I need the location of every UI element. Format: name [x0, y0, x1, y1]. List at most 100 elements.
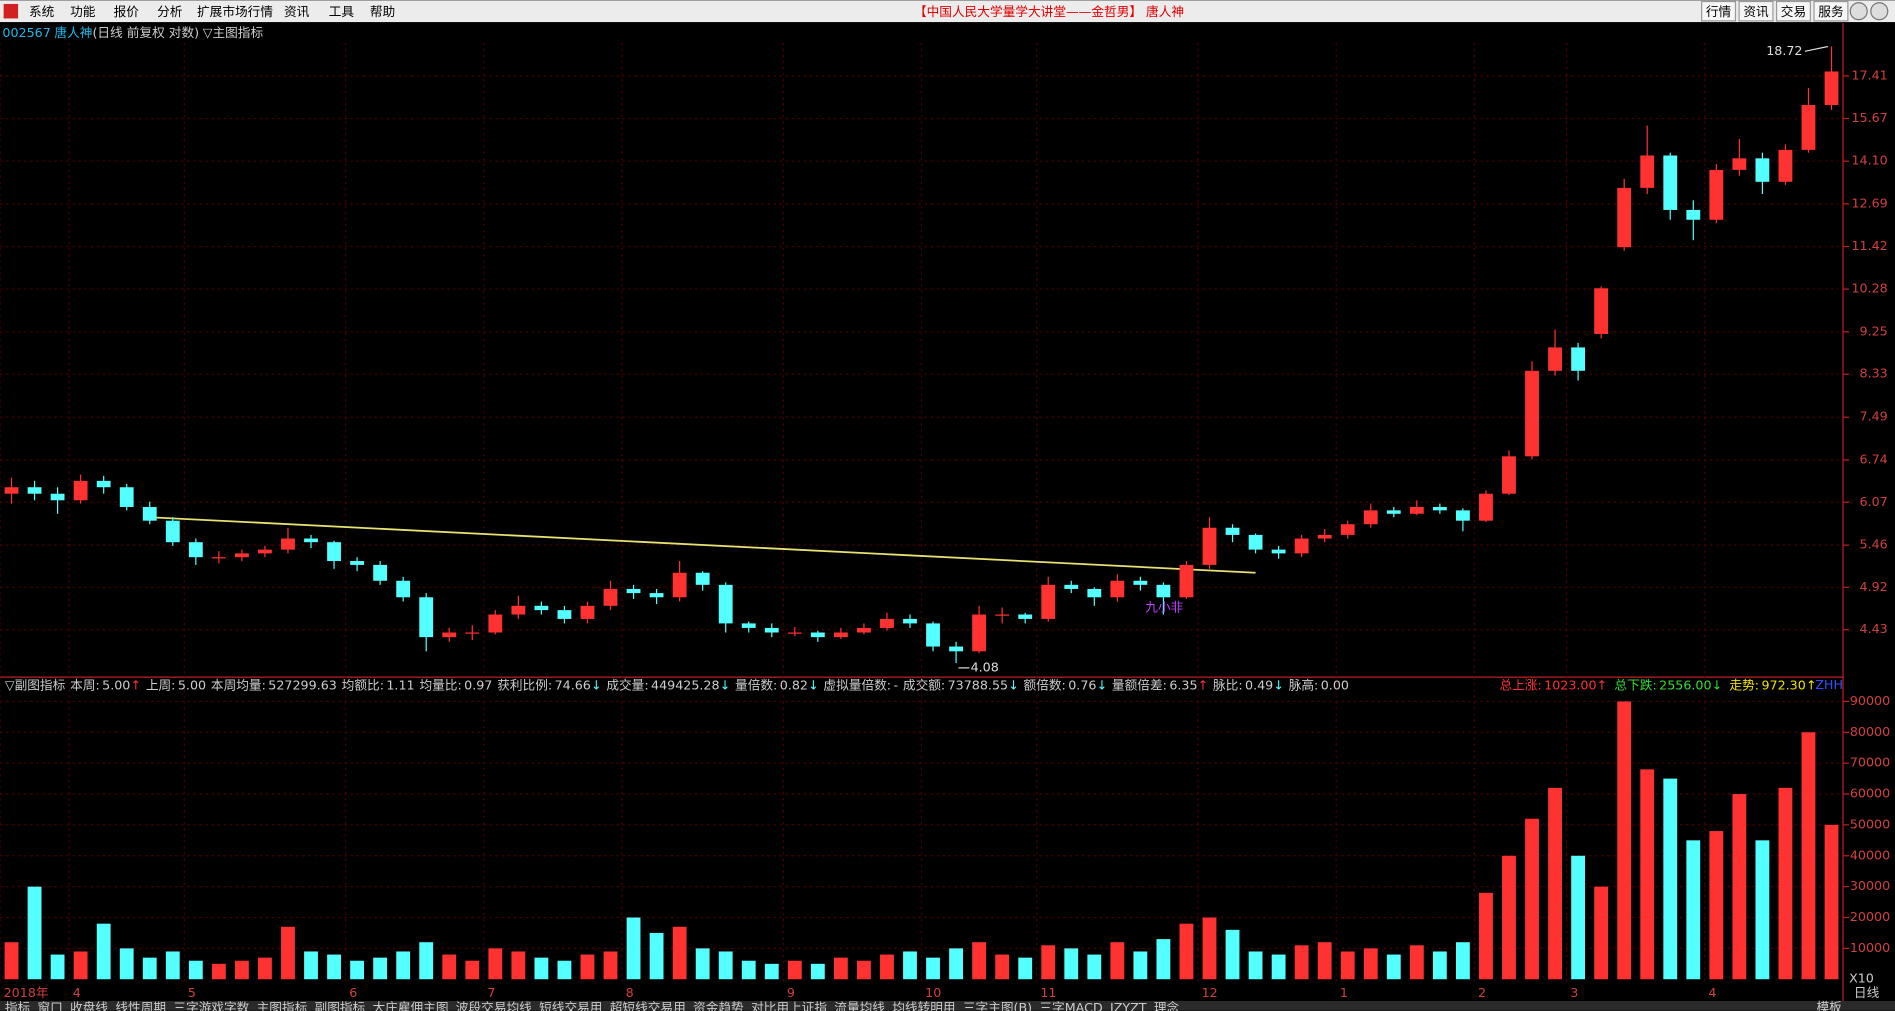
tab[interactable]: 副图指标: [315, 1000, 366, 1011]
candle-body: [1525, 370, 1539, 457]
menu-item[interactable]: 帮助: [370, 4, 395, 19]
volume-bar: [1041, 945, 1056, 980]
tab[interactable]: 对比用上证指: [751, 1000, 827, 1011]
candle-body: [626, 588, 641, 594]
volume-bar: [165, 951, 180, 980]
volume-bar: [50, 954, 65, 980]
tab[interactable]: 窗口: [37, 1000, 62, 1011]
volume-bar: [234, 960, 249, 980]
stat-value: 527299.63: [268, 677, 337, 692]
volume-bar: [327, 954, 341, 980]
volume-bar: [741, 960, 756, 980]
tab[interactable]: 收盘线: [70, 1000, 108, 1011]
volume-bar: [1479, 892, 1493, 980]
tab[interactable]: 短线交易用: [539, 1000, 602, 1011]
template-button[interactable]: 模板: [1816, 1000, 1842, 1011]
toolbar-button-label[interactable]: 资讯: [1743, 4, 1769, 19]
candle-body: [1709, 169, 1724, 220]
candle-body: [1202, 527, 1217, 565]
tab[interactable]: 超短线交易用: [610, 1000, 686, 1011]
candle-body: [833, 632, 848, 638]
menu-item[interactable]: 工具: [329, 4, 355, 19]
tab[interactable]: 三字主图(B): [963, 1000, 1032, 1011]
candle-body: [1686, 209, 1701, 220]
toolbar-button[interactable]: [1738, 0, 1774, 22]
candle-body: [511, 605, 526, 615]
tab[interactable]: 资金趋势: [693, 1000, 744, 1011]
candle-body: [1317, 534, 1332, 539]
y-tick-label: 11.42: [1851, 238, 1887, 253]
toolbar-button[interactable]: [1701, 0, 1737, 22]
volume-bar: [1386, 954, 1401, 980]
stat-arrow: ↓: [720, 677, 731, 692]
x-tick-label: 9: [787, 985, 795, 1000]
volume-bar: [1179, 923, 1194, 980]
candle-body: [142, 506, 157, 521]
menu-item[interactable]: 资讯: [284, 4, 310, 19]
candle-body: [672, 572, 687, 598]
volume-bar: [119, 948, 134, 980]
annotation: 九小非: [1145, 600, 1183, 615]
toolbar-button[interactable]: [1813, 0, 1849, 22]
tab[interactable]: 三字MACD: [1039, 1000, 1103, 1011]
app-icon: [3, 3, 19, 19]
menu-item[interactable]: 扩展市场行情: [197, 4, 273, 19]
volume-bar: [1778, 787, 1793, 980]
stat-label: 均额比:: [342, 677, 384, 692]
candle-body: [1548, 347, 1562, 371]
tab[interactable]: JZYZT: [1109, 1000, 1147, 1011]
candle-body: [1824, 71, 1839, 106]
menu-item[interactable]: 分析: [157, 4, 183, 19]
volume-bar: [1502, 855, 1516, 980]
volume-bar: [580, 954, 595, 980]
x-tick-label: 1: [1340, 985, 1348, 1000]
period-label: 日线: [1854, 985, 1880, 1000]
y-tick-label: 70000: [1850, 755, 1890, 770]
candle-body: [1156, 584, 1171, 598]
stat-arrow: ↓: [1273, 677, 1284, 692]
menu-item[interactable]: 功能: [70, 4, 96, 19]
y-tick-label: 10.28: [1851, 281, 1887, 296]
tab[interactable]: 三字游戏字数: [173, 1000, 249, 1011]
tab[interactable]: 理念: [1154, 1000, 1180, 1011]
stat-label: 量倍数:: [735, 677, 777, 692]
candle-body: [1455, 510, 1470, 521]
tab[interactable]: 波段交易均线: [456, 1000, 532, 1011]
stat-value: 0.82: [780, 677, 808, 692]
toolbar-button-label[interactable]: 行情: [1706, 4, 1732, 19]
volume-bar: [534, 957, 549, 980]
toolbar-button-label[interactable]: 服务: [1818, 4, 1844, 19]
y-tick-label: 14.10: [1851, 153, 1887, 168]
y-tick-label: 90000: [1850, 693, 1890, 708]
candle-body: [419, 597, 434, 638]
total-value: 972.30: [1761, 677, 1805, 692]
volume-bar: [304, 951, 318, 980]
volume-bar: [1248, 951, 1263, 980]
window-button[interactable]: [1849, 2, 1868, 21]
candle-body: [465, 632, 480, 634]
tab[interactable]: 主图指标: [257, 1000, 308, 1011]
candle-body: [1801, 105, 1816, 150]
tab[interactable]: 流量均线: [834, 1000, 885, 1011]
tab[interactable]: 均线转明用: [892, 1000, 955, 1011]
tab[interactable]: 大庄雇佣主图: [372, 1000, 448, 1011]
toolbar-button-label[interactable]: 交易: [1781, 4, 1806, 19]
candle-body: [1755, 158, 1770, 182]
stat-value: 0.76: [1068, 677, 1096, 692]
menu-item[interactable]: 系统: [29, 4, 55, 19]
volume-bar: [1363, 948, 1378, 980]
stat-label: 量额倍差:: [1112, 677, 1167, 692]
window-button[interactable]: [1870, 2, 1889, 21]
x-tick-label: 6: [349, 985, 357, 1000]
x-tick-label: 2: [1478, 985, 1486, 1000]
candle-body: [1041, 584, 1056, 619]
stat-label: 虚拟量倍数:: [823, 677, 891, 692]
candle-body: [211, 557, 226, 559]
menu-item[interactable]: 报价: [114, 4, 140, 19]
tab-bar: [0, 1001, 1895, 1011]
tab[interactable]: 指标: [5, 1000, 31, 1011]
chart-header: 002567 唐人神(日线 前复权 对数) ▽主图指标: [2, 24, 263, 39]
toolbar-button[interactable]: [1775, 0, 1812, 22]
tab[interactable]: 线性周期: [115, 1000, 166, 1011]
